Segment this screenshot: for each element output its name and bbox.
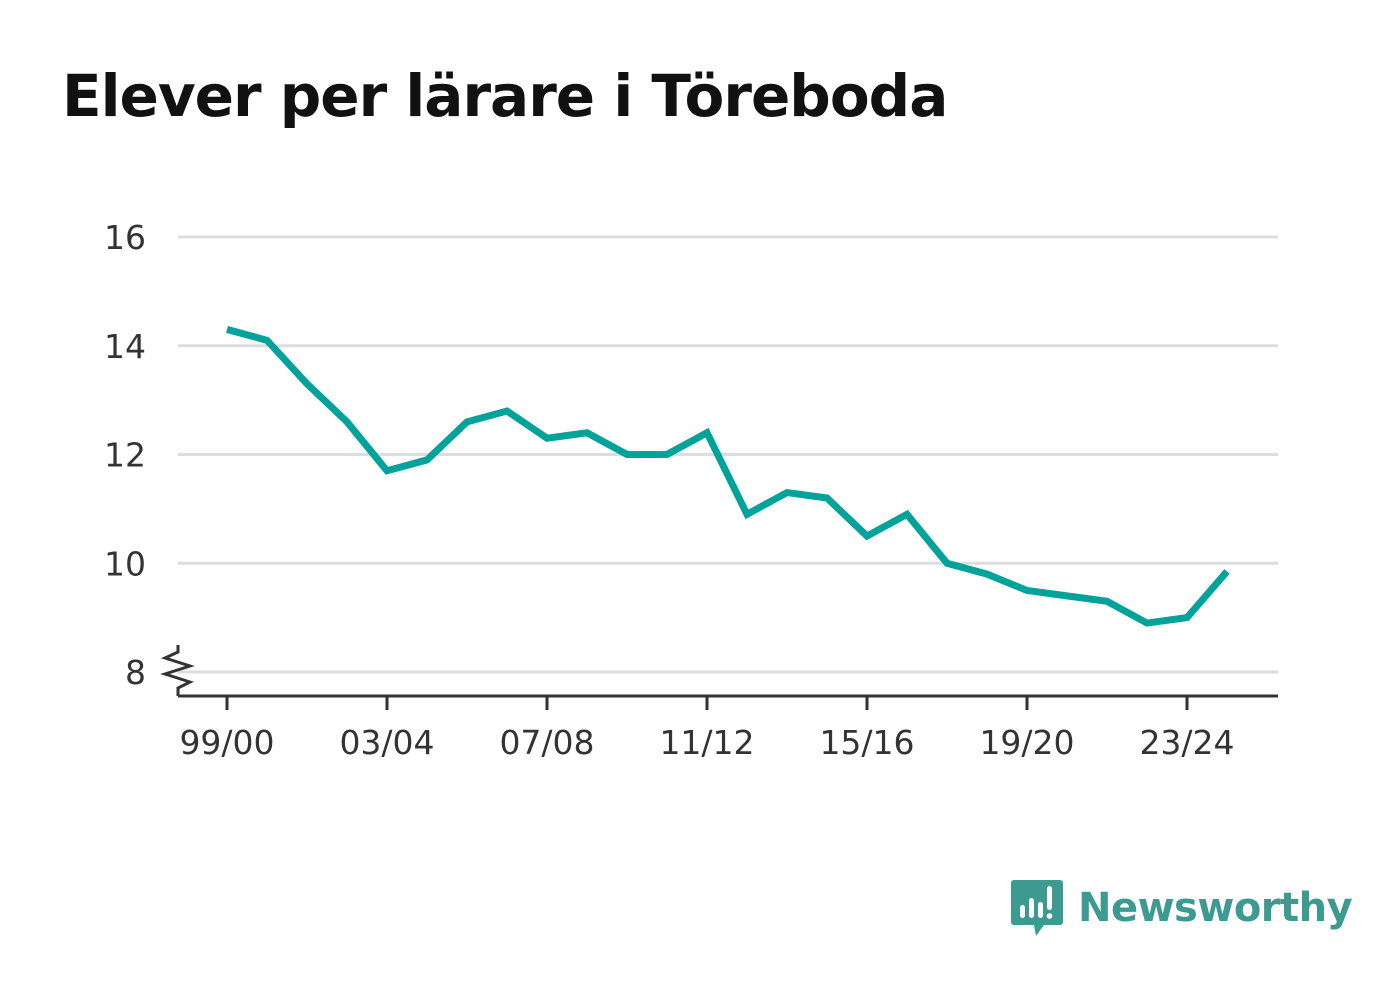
grid-lines <box>178 235 1278 674</box>
y-tick-label: 12 <box>104 436 146 475</box>
x-tick-label: 03/04 <box>339 723 434 762</box>
x-tick-label: 99/00 <box>179 723 274 762</box>
x-tick-label: 19/20 <box>979 723 1074 762</box>
newsworthy-logo-icon <box>1011 880 1063 936</box>
series-line <box>226 326 1230 627</box>
axis-break-icon <box>160 645 195 696</box>
y-tick-label: 8 <box>125 653 146 692</box>
series-layer <box>226 326 1230 627</box>
x-tick-label: 23/24 <box>1139 723 1234 762</box>
x-tick-label: 07/08 <box>499 723 594 762</box>
y-tick-label: 16 <box>104 218 146 257</box>
y-tick-label: 10 <box>104 544 146 583</box>
y-tick-label: 14 <box>104 327 146 366</box>
chart-title: Elever per lärare i Töreboda <box>62 62 948 130</box>
y-axis-ticks: 8 10 12 14 16 <box>104 218 195 696</box>
x-tick-label: 11/12 <box>659 723 754 762</box>
x-axis: 99/00 03/04 07/08 11/12 15/16 19/20 23/24 <box>178 694 1278 762</box>
brand: Newsworthy <box>1010 878 1353 938</box>
brand-name: Newsworthy <box>1078 885 1353 931</box>
x-tick-label: 15/16 <box>819 723 914 762</box>
